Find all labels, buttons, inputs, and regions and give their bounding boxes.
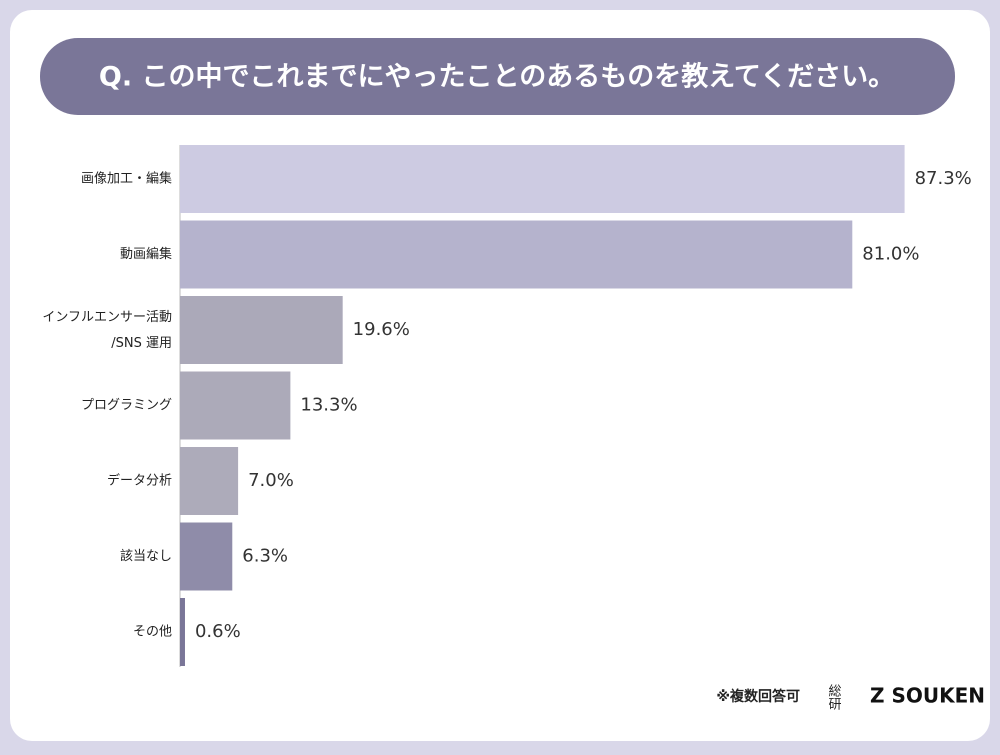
y-tick-label: プログラミング <box>81 398 172 413</box>
y-tick-label: 動画編集 <box>120 246 172 262</box>
y-tick-label: データ分析 <box>107 473 172 489</box>
brand: Z SOUKEN <box>870 684 985 708</box>
value-label: 87.3% <box>915 168 972 189</box>
value-label: 13.3% <box>300 395 357 416</box>
value-label: 0.6% <box>195 621 241 642</box>
bar <box>180 220 853 289</box>
title-pill <box>40 38 955 115</box>
y-tick-label: その他 <box>133 625 172 640</box>
value-label: 81.0% <box>862 244 919 265</box>
bar <box>180 447 239 515</box>
value-label: 19.6% <box>353 319 410 340</box>
bar <box>180 296 343 364</box>
note: ※複数回答可 <box>716 688 800 705</box>
value-label: 6.3% <box>242 546 288 567</box>
brand-mark: 総研 <box>826 684 842 710</box>
y-tick-label: 該当なし <box>120 548 172 564</box>
chart-title: Q. この中でこれまでにやったことのあるものを教えてください。 <box>99 62 895 93</box>
y-tick-label: 画像加工・編集 <box>81 171 172 187</box>
bar <box>180 522 233 591</box>
bar <box>180 598 185 666</box>
bar <box>180 145 905 213</box>
bar <box>180 371 291 440</box>
y-tick-label: インフルエンサー活動/SNS 運用 <box>42 310 172 351</box>
value-label: 7.0% <box>248 470 294 491</box>
